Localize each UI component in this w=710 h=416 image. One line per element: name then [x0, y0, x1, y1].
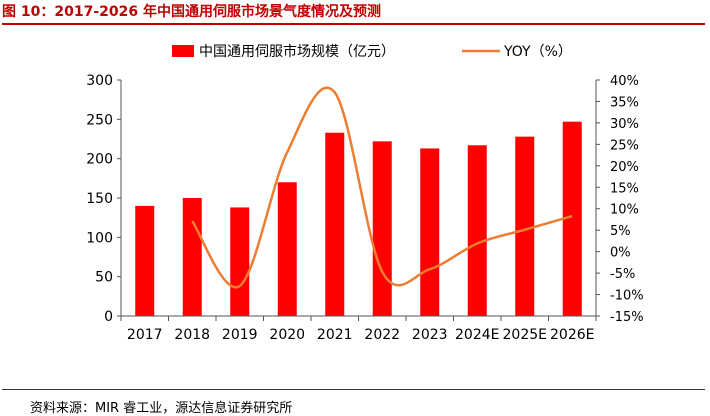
x-tick-label: 2018: [174, 327, 210, 343]
right-tick-label: -5%: [610, 267, 635, 282]
x-tick-label: 2021: [317, 327, 353, 343]
right-tick-label: 0%: [610, 246, 631, 261]
legend-bar-swatch: [172, 45, 194, 57]
x-tick-label: 2020: [269, 327, 305, 343]
x-tick-label: 2025E: [503, 327, 547, 343]
right-tick-label: 35%: [610, 95, 639, 110]
left-tick-label: 100: [86, 230, 113, 246]
x-tick-label: 2023: [412, 327, 448, 343]
x-tick-label: 2026E: [550, 327, 594, 343]
source-note: 资料来源：MIR 睿工业，源达信息证券研究所: [30, 397, 292, 416]
right-tick-label: 20%: [610, 160, 639, 175]
right-tick-label: 30%: [610, 117, 639, 132]
x-tick-label: 2024E: [455, 327, 499, 343]
x-tick-label: 2017: [127, 327, 163, 343]
bar: [230, 207, 249, 316]
left-tick-label: 300: [86, 73, 113, 89]
bar: [325, 133, 344, 316]
right-tick-label: 10%: [610, 203, 639, 218]
chart: 中国通用伺服市场规模（亿元） YOY（%） 0 50 100 150 200 250 300…: [0, 0, 710, 380]
legend-line-label: YOY（%）: [503, 44, 572, 60]
bar: [135, 206, 154, 316]
bottom-rule: [2, 389, 705, 390]
x-tick-label: 2022: [364, 327, 400, 343]
bar: [468, 145, 487, 316]
legend: 中国通用伺服市场规模（亿元） YOY（%）: [172, 43, 572, 60]
right-tick-label: -10%: [610, 289, 644, 304]
left-tick-label: 200: [86, 152, 113, 168]
right-tick-label: 40%: [610, 74, 639, 89]
left-tick-label: 50: [95, 270, 113, 286]
left-tick-label: 150: [86, 191, 113, 207]
right-tick-label: 15%: [610, 181, 639, 196]
left-tick-label: 250: [86, 112, 113, 128]
left-tick-label: 0: [104, 309, 113, 325]
x-tick-label: 2019: [222, 327, 258, 343]
right-tick-label: -15%: [610, 310, 644, 325]
bar: [278, 182, 297, 316]
left-axis: 0 50 100 150 200 250 300: [86, 73, 121, 325]
bar: [183, 198, 202, 316]
right-tick-label: 25%: [610, 138, 639, 153]
bar: [373, 141, 392, 316]
bar-series: [135, 122, 582, 316]
bar: [515, 137, 534, 316]
bar: [420, 148, 439, 316]
right-axis: -15% -10% -5% 0% 5% 10% 15% 20% 25% 30% 35% 40%: [596, 74, 644, 325]
right-tick-label: 5%: [610, 224, 631, 239]
legend-bar-label: 中国通用伺服市场规模（亿元）: [199, 43, 395, 60]
